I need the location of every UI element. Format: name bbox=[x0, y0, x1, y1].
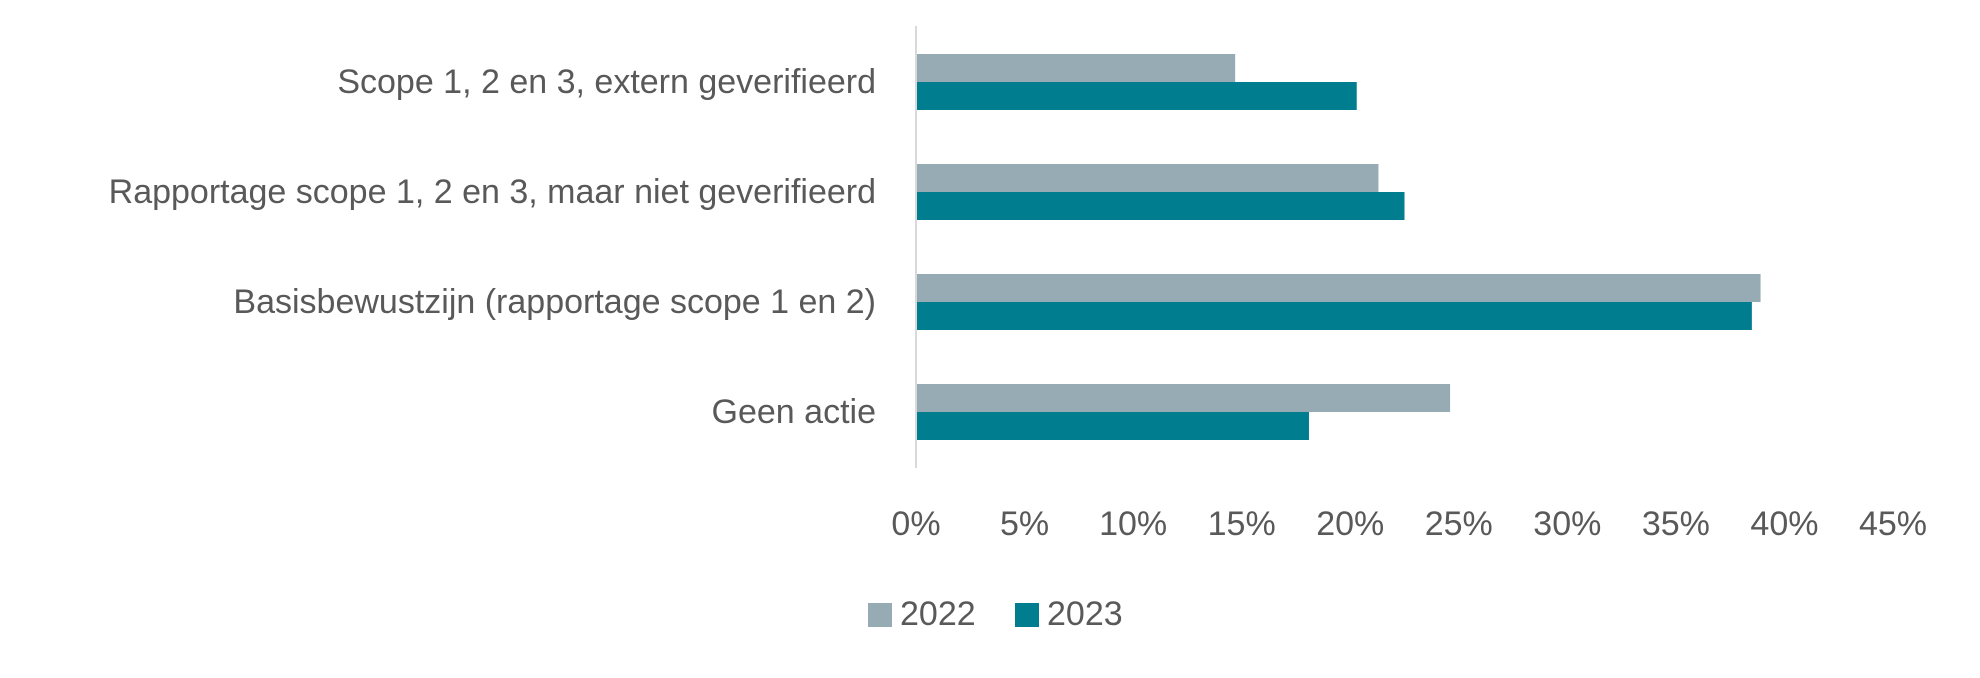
legend-label-2023: 2023 bbox=[1047, 595, 1123, 633]
category-label: Scope 1, 2 en 3, extern geverifieerd bbox=[337, 63, 876, 101]
bar-2022-3 bbox=[916, 274, 1761, 302]
x-tick-label: 10% bbox=[1099, 505, 1167, 543]
x-tick-label: 5% bbox=[1000, 505, 1049, 543]
x-tick-label: 0% bbox=[891, 505, 940, 543]
category-labels: Scope 1, 2 en 3, extern geverifieerd Rapp… bbox=[109, 63, 876, 431]
x-tick-label: 45% bbox=[1859, 505, 1927, 543]
category-label: Rapportage scope 1, 2 en 3, maar niet ge… bbox=[109, 173, 876, 211]
x-axis-tick-labels: 0% 5% 10% 15% 20% 25% 30% 35% 40% 45% bbox=[891, 505, 1927, 543]
legend-swatch-2023 bbox=[1015, 603, 1039, 627]
bar-2022-2 bbox=[916, 164, 1379, 192]
legend-label-2022: 2022 bbox=[900, 595, 976, 633]
bar-2022-4 bbox=[916, 384, 1451, 412]
category-label: Geen actie bbox=[712, 393, 876, 431]
x-tick-label: 20% bbox=[1316, 505, 1384, 543]
x-tick-label: 40% bbox=[1750, 505, 1818, 543]
bar-2023-3 bbox=[916, 302, 1752, 330]
bar-2023-2 bbox=[916, 192, 1405, 220]
x-tick-label: 35% bbox=[1642, 505, 1710, 543]
legend-swatch-2022 bbox=[868, 603, 892, 627]
bar-2023-1 bbox=[916, 82, 1357, 110]
bar-2023-4 bbox=[916, 412, 1309, 440]
x-tick-label: 15% bbox=[1208, 505, 1276, 543]
bars-layer bbox=[916, 54, 1761, 440]
legend: 2022 2023 bbox=[868, 595, 1123, 633]
bar-2022-1 bbox=[916, 54, 1236, 82]
x-tick-label: 30% bbox=[1533, 505, 1601, 543]
category-label: Basisbewustzijn (rapportage scope 1 en 2… bbox=[233, 283, 876, 321]
x-tick-label: 25% bbox=[1425, 505, 1493, 543]
